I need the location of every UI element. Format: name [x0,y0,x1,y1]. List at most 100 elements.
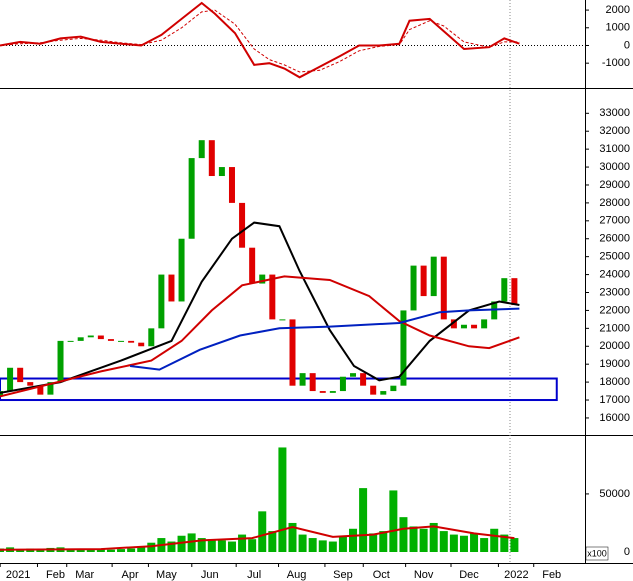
candle [138,342,145,347]
volume-bar [238,534,247,552]
volume-bar [318,540,327,552]
y-tick-label: 19000 [599,358,630,370]
candle [239,202,246,248]
volume-bar [500,534,509,552]
x-tick-label: Sep [333,569,353,581]
volume-bar [248,539,257,552]
y-tick-label: -1000 [602,57,630,69]
line [0,9,520,73]
x-tick-label: 2021 [6,569,30,581]
candle [148,328,155,347]
volume-bar [177,535,186,552]
volume-bar [439,531,448,552]
y-tick-label: 16000 [599,412,630,424]
volume-bar [96,549,105,552]
volume-bar [470,533,479,552]
volume-bar [379,531,388,552]
y-tick-label: 30000 [599,161,630,173]
candle [360,373,367,386]
y-tick-label: 21000 [599,322,630,334]
candle [208,140,215,177]
volume-bar [167,541,176,552]
y-tick-label: 23000 [599,286,630,298]
candle [218,167,225,177]
volume-bar [258,511,267,552]
candle [319,391,326,393]
volume-bar [349,528,358,552]
volume-bar [268,531,277,552]
candle [128,340,135,343]
candle [269,274,276,320]
candle [430,256,437,297]
y-tick-label: 27000 [599,215,630,227]
x-tick-label: Mar [75,569,94,581]
y-tick-label: 0 [624,546,630,558]
zone [0,377,558,402]
y-tick-label: 31000 [599,143,630,155]
volume-bar [409,526,418,552]
candle [511,278,518,306]
y-tick-label: 32000 [599,125,630,137]
y-tick-label: 33000 [599,107,630,119]
volume-bar [137,547,146,552]
unit-label: x100 [587,548,607,558]
x-tick-label: 2022 [504,569,528,581]
candle [309,373,316,392]
candle [279,319,286,321]
candle [471,324,478,329]
volume-bar [207,539,216,552]
volume-bar [36,549,45,552]
volume-bar [510,538,519,552]
candle [57,340,64,383]
volume-bar [399,517,408,552]
volume-bar [288,522,297,552]
candle [118,340,125,342]
candle [289,319,296,386]
y-tick-label: 20000 [599,340,630,352]
y-tick-label: 17000 [599,394,630,406]
volume-bar [308,538,317,552]
candle [107,339,114,341]
y-tick-label: 28000 [599,197,630,209]
candle [228,167,235,203]
x-tick-label: Nov [414,569,434,581]
candle [188,158,195,239]
candle [198,140,205,159]
candle [380,391,387,395]
candle [249,247,256,284]
volume-bar [147,542,156,552]
line [0,275,520,398]
y-tick-label: 1000 [606,22,630,34]
y-tick-label: 24000 [599,268,630,280]
candle [481,319,488,329]
x-tick-label: Dec [459,569,479,581]
volume-bar [338,535,347,552]
x-tick-label: Aug [287,569,307,581]
candle [178,238,185,302]
candle [67,340,74,342]
volume-bar [127,548,136,552]
line [0,1,520,79]
candle [440,256,447,320]
x-tick-label: Apr [122,569,139,581]
y-tick-label: 50000 [599,488,630,500]
y-tick-label: 22000 [599,304,630,316]
candle [410,265,417,311]
volume-bar [369,533,378,552]
volume-bar [449,534,458,552]
volume-bar [106,549,115,552]
volume-bar [217,540,226,552]
candle [158,274,165,329]
candle [420,265,427,297]
volume-bar [389,490,398,552]
volume-bar [197,538,206,552]
candle [400,310,407,386]
candle [77,337,84,341]
volume-bar [117,549,126,552]
candle [87,335,94,338]
candle [299,373,306,386]
line [0,525,515,551]
